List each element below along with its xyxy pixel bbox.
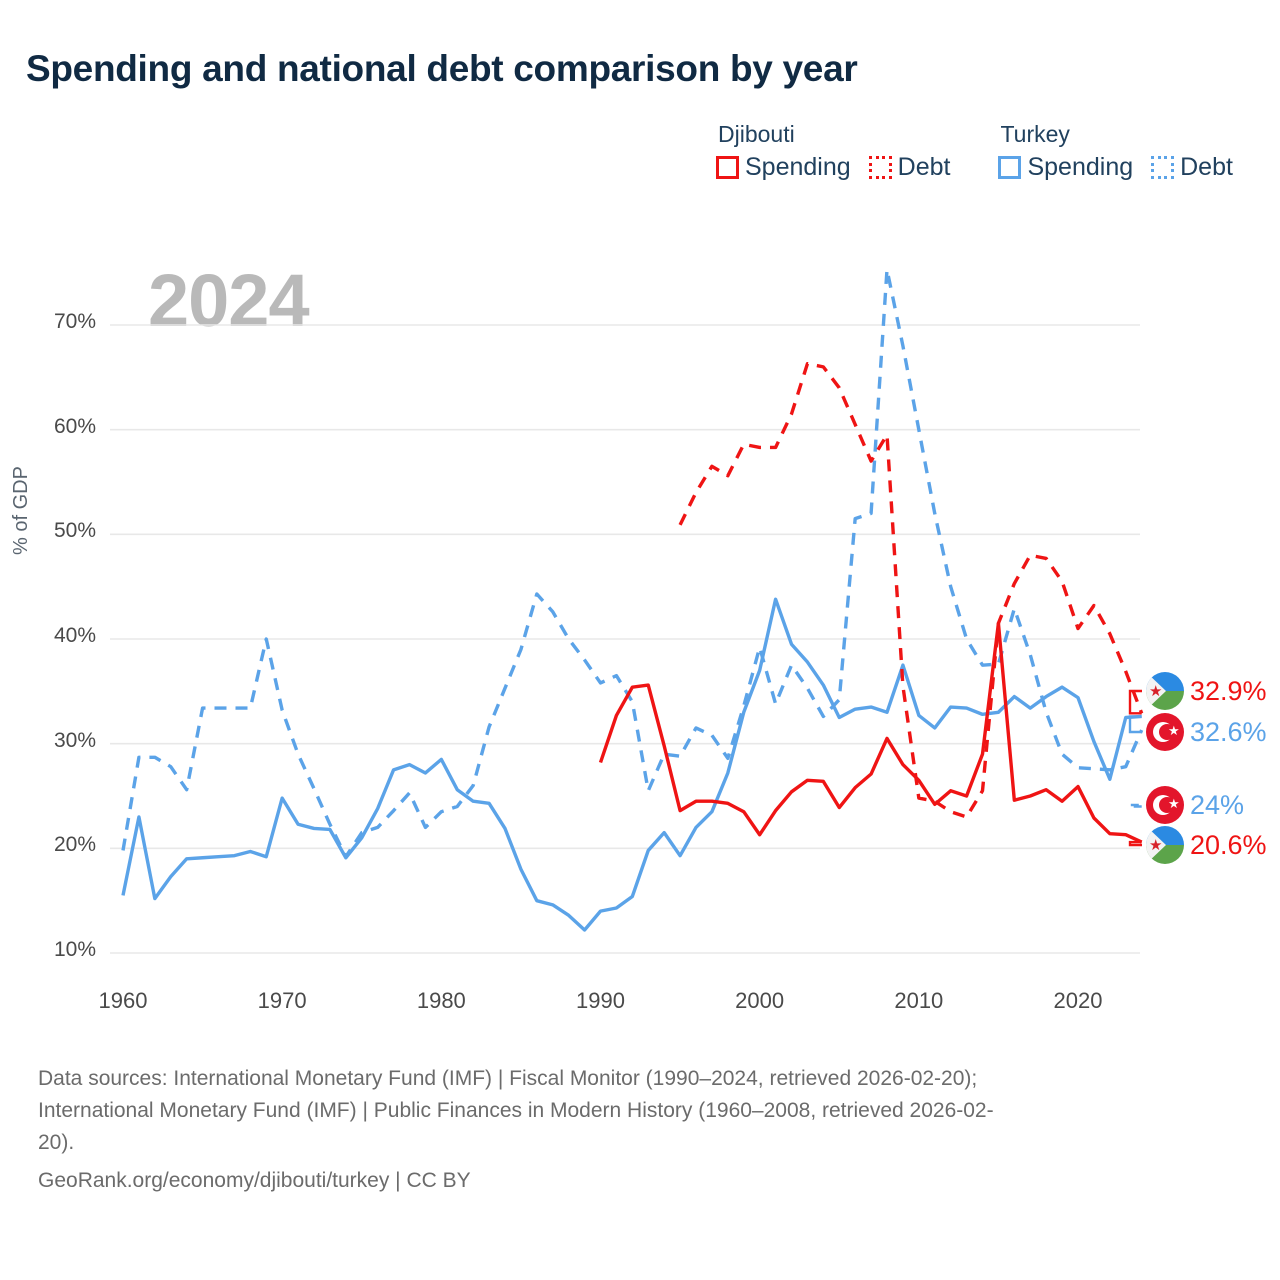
end-value-djibouti-debt: 32.9% <box>1190 675 1267 706</box>
y-tick-label: 70% <box>53 310 96 333</box>
legend-item-turkey-spending[interactable]: Spending <box>998 153 1133 182</box>
end-value-turkey-spending: 24% <box>1190 789 1245 820</box>
footer-link[interactable]: GeoRank.org/economy/djibouti/turkey | CC… <box>38 1169 471 1192</box>
legend-country-djibouti: Djibouti <box>718 121 795 147</box>
page-title: Spending and national debt comparison by… <box>26 48 858 89</box>
footer-line-1: Data sources: International Monetary Fun… <box>38 1067 978 1090</box>
end-label-djibouti-spending: ★ 20.6% <box>1146 826 1267 864</box>
end-label-turkey-debt: ★ 32.6% <box>1146 713 1267 751</box>
series-line-djibouti-debt <box>678 362 1144 819</box>
end-value-turkey-debt: 32.6% <box>1190 716 1267 747</box>
end-label-connector <box>1128 803 1142 808</box>
y-tick-label: 40% <box>53 624 96 647</box>
legend-group-turkey: Turkey Spending Debt <box>998 121 1233 182</box>
legend-swatch-solid-icon <box>998 156 1022 180</box>
legend-swatch-dotted-icon <box>1151 156 1175 180</box>
x-tick-label: 2000 <box>735 988 785 1013</box>
legend-label-djibouti-debt: Debt <box>897 153 951 182</box>
x-tick-label: 1980 <box>416 988 466 1013</box>
y-tick-label: 60% <box>53 414 96 438</box>
footer-sources: Data sources: International Monetary Fun… <box>38 1063 1248 1197</box>
x-tick-label: 1990 <box>576 988 625 1013</box>
end-label-djibouti-debt: ★ 32.9% <box>1146 672 1267 710</box>
end-label-connector <box>1128 715 1142 734</box>
year-watermark: 2024 <box>148 259 310 342</box>
y-tick-label: 10% <box>53 938 96 961</box>
legend-label-djibouti-spending: Spending <box>745 153 851 182</box>
legend-item-turkey-debt[interactable]: Debt <box>1151 153 1233 182</box>
legend-label-turkey-spending: Spending <box>1027 153 1134 182</box>
x-tick-label: 1960 <box>98 988 148 1013</box>
series-line-djibouti-spending <box>598 621 1143 844</box>
footer-line-3: 20). <box>38 1131 75 1154</box>
series-line-turkey-debt <box>121 267 1144 859</box>
x-tick-label: 2020 <box>1053 988 1103 1013</box>
x-tick-label: 1970 <box>257 988 307 1013</box>
y-tick-label: 30% <box>53 728 96 752</box>
djibouti-flag-icon: ★ <box>1146 672 1184 710</box>
y-tick-label: 50% <box>53 519 96 543</box>
y-tick-label: 20% <box>53 833 96 857</box>
djibouti-flag-icon: ★ <box>1146 826 1184 864</box>
legend-swatch-dotted-icon <box>868 156 892 180</box>
end-label-turkey-spending: ★ 24% <box>1146 786 1244 824</box>
legend-group-djibouti: Djibouti Spending Debt <box>716 121 951 182</box>
end-label-connector <box>1128 840 1142 847</box>
legend-country-turkey: Turkey <box>1000 121 1070 147</box>
legend-item-djibouti-spending[interactable]: Spending <box>716 153 851 182</box>
legend-item-djibouti-debt[interactable]: Debt <box>868 153 951 182</box>
turkey-flag-icon: ★ <box>1146 713 1184 751</box>
footer-line-2: International Monetary Fund (IMF) | Publ… <box>38 1099 994 1122</box>
turkey-flag-icon: ★ <box>1146 786 1184 824</box>
chart-legend: Djibouti Spending Debt Turkey Spending <box>716 121 1233 182</box>
legend-swatch-solid-icon <box>716 156 739 180</box>
end-value-djibouti-spending: 20.6% <box>1190 829 1267 860</box>
series-line-turkey-spending <box>121 597 1142 932</box>
end-label-connector <box>1128 689 1142 715</box>
legend-label-turkey-debt: Debt <box>1180 153 1233 182</box>
x-tick-label: 2010 <box>894 988 944 1013</box>
